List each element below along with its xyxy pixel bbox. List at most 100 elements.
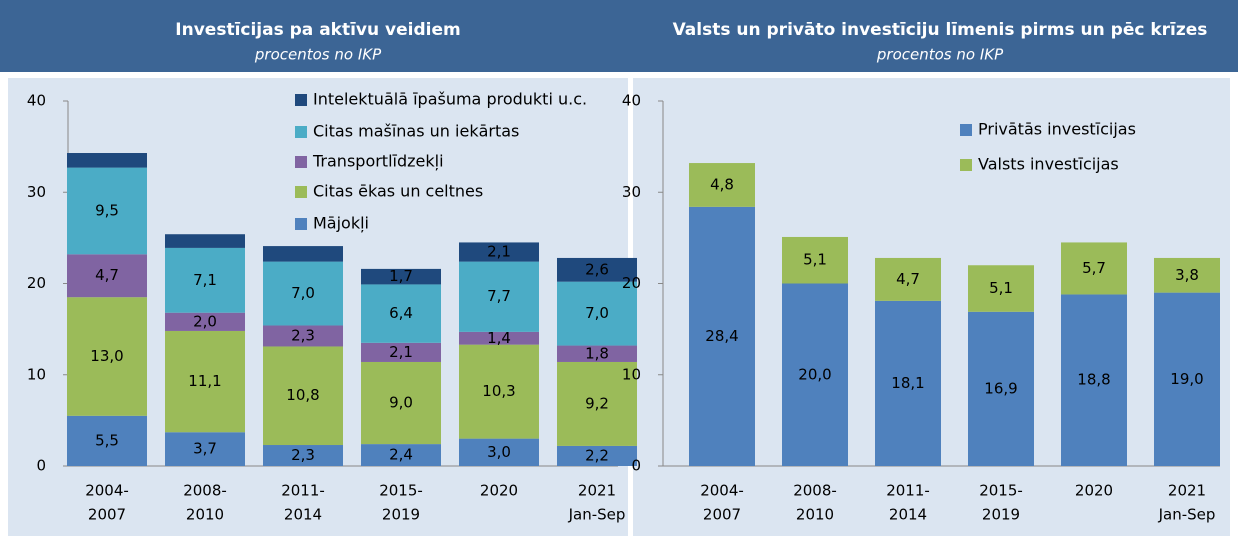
x-tick-label: 2015-: [379, 482, 423, 500]
legend-swatch: [295, 94, 307, 106]
bar-segment: [1154, 257, 1220, 293]
data-label: 5,1: [803, 251, 827, 269]
x-tick-label: 2011-: [886, 482, 930, 500]
legend-swatch: [960, 159, 972, 171]
x-tick-label: 2021: [578, 482, 616, 500]
x-tick-label: 2010: [186, 506, 224, 524]
bar-segment: [459, 438, 539, 466]
data-label: 9,5: [95, 201, 119, 219]
bar-segment: [875, 300, 941, 466]
legend-swatch: [960, 124, 972, 136]
x-tick-label: 2008-: [183, 482, 227, 500]
data-label: 11,1: [188, 372, 221, 390]
bar-segment: [875, 257, 941, 301]
legend-label: Transportlīdzekļi: [312, 152, 444, 171]
x-tick-label: 2007: [88, 506, 126, 524]
data-label: 16,9: [984, 379, 1017, 397]
data-label: 2,3: [291, 326, 315, 344]
header-band: [0, 0, 1238, 72]
legend-label: Privātās investīcijas: [978, 120, 1136, 139]
data-label: 3,0: [487, 443, 511, 461]
data-label: 1,4: [487, 329, 511, 347]
data-label: 13,0: [90, 347, 123, 365]
bar-segment: [557, 445, 637, 466]
data-label: 7,0: [585, 304, 609, 322]
data-label: 20,0: [798, 365, 831, 383]
x-tick-label: 2014: [889, 506, 927, 524]
bar-segment: [67, 297, 147, 416]
legend-swatch: [295, 156, 307, 168]
data-label: 18,8: [1077, 371, 1110, 389]
bar-segment: [263, 325, 343, 347]
x-tick-label: 2019: [382, 506, 420, 524]
data-label: 5,1: [989, 279, 1013, 297]
chart-subtitle: procentos no IKP: [254, 46, 382, 64]
bar-segment: [165, 432, 245, 466]
y-tick-label: 0: [631, 457, 641, 475]
data-label: 5,7: [1082, 259, 1106, 277]
y-tick-label: 20: [27, 274, 46, 292]
chart-subtitle: procentos no IKP: [876, 46, 1004, 64]
data-label: 1,7: [389, 267, 413, 285]
x-tick-label: 2020: [480, 482, 518, 500]
y-tick-label: 30: [27, 183, 46, 201]
bar-segment: [557, 361, 637, 446]
bar-segment: [968, 311, 1034, 466]
legend-label: Intelektuālā īpašuma produkti u.c.: [313, 90, 587, 109]
data-label: 2,3: [291, 446, 315, 464]
legend-label: Citas mašīnas un iekārtas: [313, 122, 519, 141]
data-label: 3,8: [1175, 266, 1199, 284]
x-tick-label: 2020: [1075, 482, 1113, 500]
chart-title: Valsts un privāto investīciju līmenis pi…: [673, 20, 1208, 40]
x-tick-label: 2010: [796, 506, 834, 524]
y-tick-label: 10: [622, 365, 641, 383]
bar-segment: [459, 242, 539, 262]
legend-label: Valsts investīcijas: [978, 155, 1119, 174]
x-tick-label: 2008-: [793, 482, 837, 500]
legend-swatch: [295, 186, 307, 198]
data-label: 4,7: [95, 266, 119, 284]
bar-segment: [689, 206, 755, 466]
data-label: 28,4: [705, 327, 738, 345]
data-label: 6,4: [389, 304, 413, 322]
bar-segment: [165, 247, 245, 313]
data-label: 5,5: [95, 431, 119, 449]
legend-label: Citas ēkas un celtnes: [313, 182, 483, 201]
bar-segment: [361, 444, 441, 466]
bar-segment: [67, 415, 147, 466]
bar-segment: [263, 346, 343, 446]
data-label: 9,2: [585, 394, 609, 412]
legend-swatch: [295, 218, 307, 230]
bar-segment: [361, 268, 441, 285]
data-label: 9,0: [389, 394, 413, 412]
bar-segment: [459, 331, 539, 345]
y-tick-label: 40: [622, 92, 641, 110]
data-label: 2,4: [389, 446, 413, 464]
x-tick-label: Jan-Sep: [1158, 506, 1216, 524]
x-tick-label: 2014: [284, 506, 322, 524]
data-label: 2,1: [389, 343, 413, 361]
bar-segment: [1154, 292, 1220, 466]
x-tick-label: Jan-Sep: [568, 506, 626, 524]
data-label: 2,1: [487, 243, 511, 261]
x-tick-label: 2015-: [979, 482, 1023, 500]
legend-swatch: [295, 126, 307, 138]
bar-segment: [1061, 242, 1127, 295]
data-label: 18,1: [891, 374, 924, 392]
data-label: 3,7: [193, 440, 217, 458]
bar-segment: [165, 330, 245, 433]
x-tick-label: 2021: [1168, 482, 1206, 500]
data-label: 2,6: [585, 260, 609, 278]
legend-label: Mājokļi: [313, 214, 369, 233]
data-label: 7,1: [193, 271, 217, 289]
bar-segment: [689, 163, 755, 207]
y-tick-label: 40: [27, 92, 46, 110]
bar-segment: [165, 234, 245, 248]
bar-segment: [557, 345, 637, 362]
data-label: 10,3: [482, 382, 515, 400]
y-tick-label: 30: [622, 183, 641, 201]
x-tick-label: 2007: [703, 506, 741, 524]
bar-segment: [968, 265, 1034, 312]
bar-segment: [67, 153, 147, 168]
